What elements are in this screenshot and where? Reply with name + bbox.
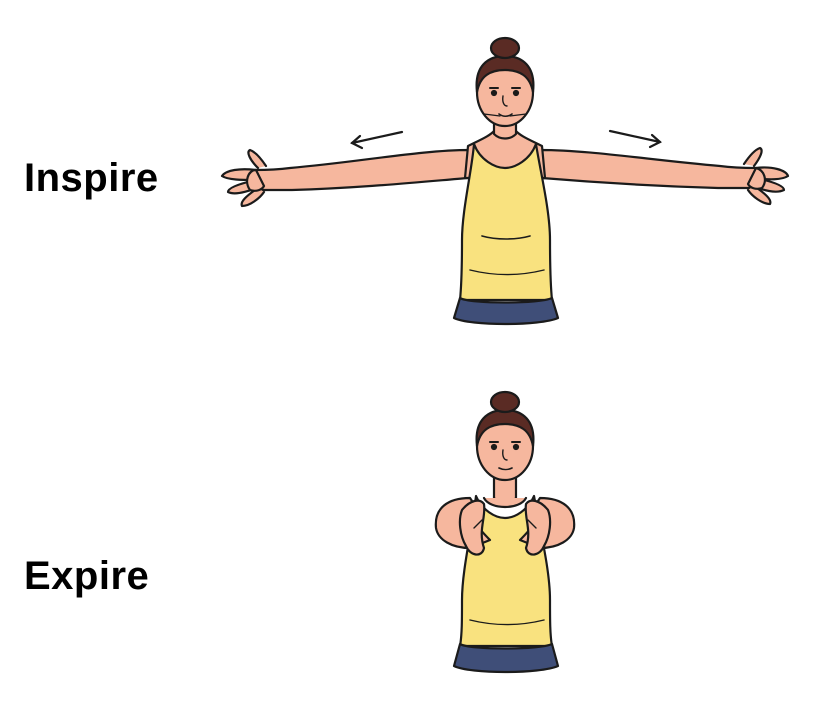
left-arm [253, 148, 472, 192]
hair-bun [489, 390, 521, 414]
figure-arms-crossed [434, 390, 576, 674]
right-arm [538, 148, 758, 190]
arrow-left-icon [350, 130, 404, 150]
hair [475, 54, 535, 94]
tank-top [458, 142, 554, 302]
step-label-inspire: Inspire [24, 156, 159, 200]
pants [452, 642, 560, 674]
right-hand [742, 146, 790, 206]
right-hand [524, 499, 552, 556]
arrow-right-icon [608, 129, 662, 149]
step-label-expire: Expire [24, 554, 150, 598]
figure-arms-open [220, 36, 790, 326]
pants [452, 296, 560, 326]
hair [475, 408, 535, 448]
left-hand [220, 148, 268, 208]
left-hand [458, 499, 486, 556]
hair-bun [489, 36, 521, 60]
